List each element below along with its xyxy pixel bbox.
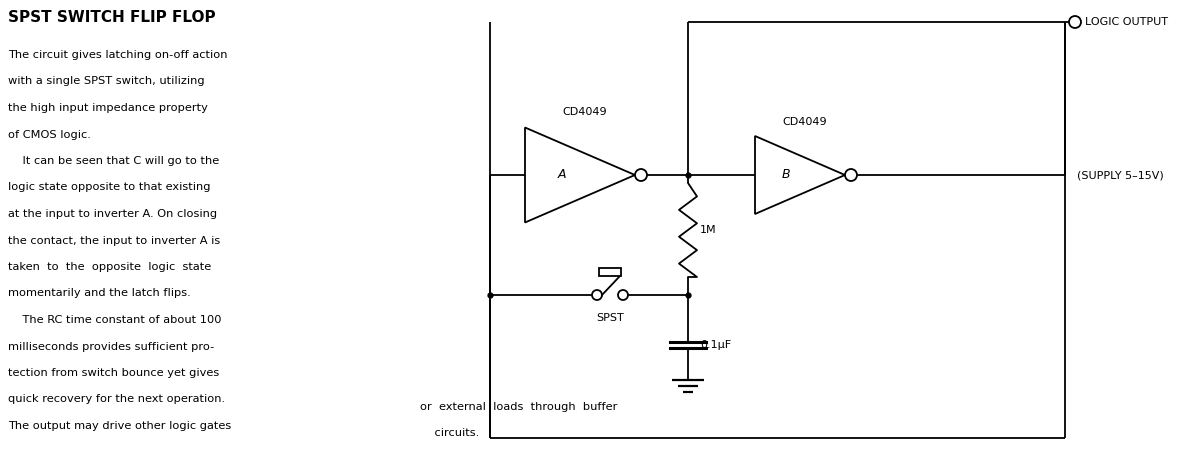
Text: milliseconds provides sufficient pro-: milliseconds provides sufficient pro- [8, 341, 215, 352]
Text: The output may drive other logic gates: The output may drive other logic gates [8, 421, 232, 431]
Text: The circuit gives latching on-off action: The circuit gives latching on-off action [8, 50, 228, 60]
Text: SPST SWITCH FLIP FLOP: SPST SWITCH FLIP FLOP [8, 10, 216, 25]
Text: 1M: 1M [700, 225, 716, 235]
Text: CD4049: CD4049 [563, 107, 607, 117]
Text: SPST: SPST [596, 313, 624, 323]
Text: 0.1μF: 0.1μF [700, 340, 731, 350]
Text: tection from switch bounce yet gives: tection from switch bounce yet gives [8, 368, 220, 378]
Text: circuits.: circuits. [420, 428, 479, 438]
Text: at the input to inverter A. On closing: at the input to inverter A. On closing [8, 209, 217, 219]
Text: The RC time constant of about 100: The RC time constant of about 100 [8, 315, 222, 325]
Text: with a single SPST switch, utilizing: with a single SPST switch, utilizing [8, 77, 205, 86]
Text: logic state opposite to that existing: logic state opposite to that existing [8, 182, 210, 193]
Text: LOGIC OUTPUT: LOGIC OUTPUT [1085, 17, 1168, 27]
Text: the high input impedance property: the high input impedance property [8, 103, 208, 113]
Text: of CMOS logic.: of CMOS logic. [8, 129, 91, 140]
Text: taken  to  the  opposite  logic  state: taken to the opposite logic state [8, 262, 211, 272]
Text: or  external  loads  through  buffer: or external loads through buffer [420, 402, 617, 412]
Bar [599, 268, 622, 276]
Text: B: B [781, 169, 791, 182]
Text: (SUPPLY 5–15V): (SUPPLY 5–15V) [1078, 170, 1164, 180]
Text: CD4049: CD4049 [782, 117, 827, 127]
Text: quick recovery for the next operation.: quick recovery for the next operation. [8, 395, 226, 405]
Text: A: A [558, 169, 566, 182]
Text: the contact, the input to inverter A is: the contact, the input to inverter A is [8, 236, 221, 245]
Text: It can be seen that C will go to the: It can be seen that C will go to the [8, 156, 220, 166]
Text: momentarily and the latch flips.: momentarily and the latch flips. [8, 288, 191, 298]
